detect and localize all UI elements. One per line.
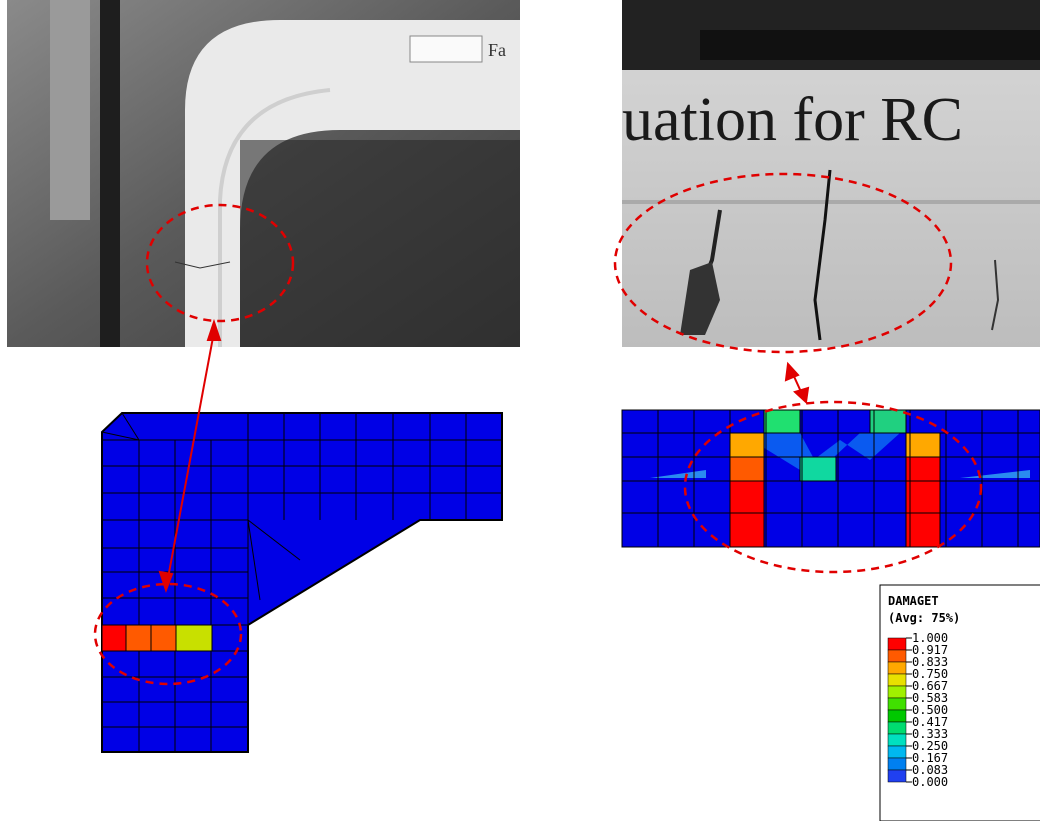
left-photo: Fa <box>7 0 520 347</box>
legend-swatch <box>888 698 906 710</box>
legend-swatch <box>888 638 906 650</box>
legend-swatch <box>888 758 906 770</box>
figure: Fa uation for RC <box>0 0 1040 821</box>
right-photo: uation for RC <box>622 0 1040 347</box>
legend-swatch <box>888 686 906 698</box>
legend-swatch <box>888 674 906 686</box>
legend-swatch <box>888 710 906 722</box>
left-mesh <box>102 413 502 752</box>
photo-text: Fa <box>488 40 506 60</box>
legend-swatch <box>888 734 906 746</box>
legend-subtitle: (Avg: 75%) <box>888 611 960 625</box>
photo-text: uation for RC <box>622 86 963 154</box>
legend-swatch <box>888 770 906 782</box>
legend: DAMAGET (Avg: 75%) 1.0000.9170.8330.7500… <box>880 585 1040 821</box>
legend-swatch <box>888 650 906 662</box>
legend-swatch <box>888 746 906 758</box>
legend-swatch <box>888 662 906 674</box>
page: {"left_photo": {"sign_text": "Fa"}, "rig… <box>0 0 1040 821</box>
legend-label: 0.000 <box>912 775 948 789</box>
legend-swatch <box>888 722 906 734</box>
legend-title: DAMAGET <box>888 594 939 608</box>
